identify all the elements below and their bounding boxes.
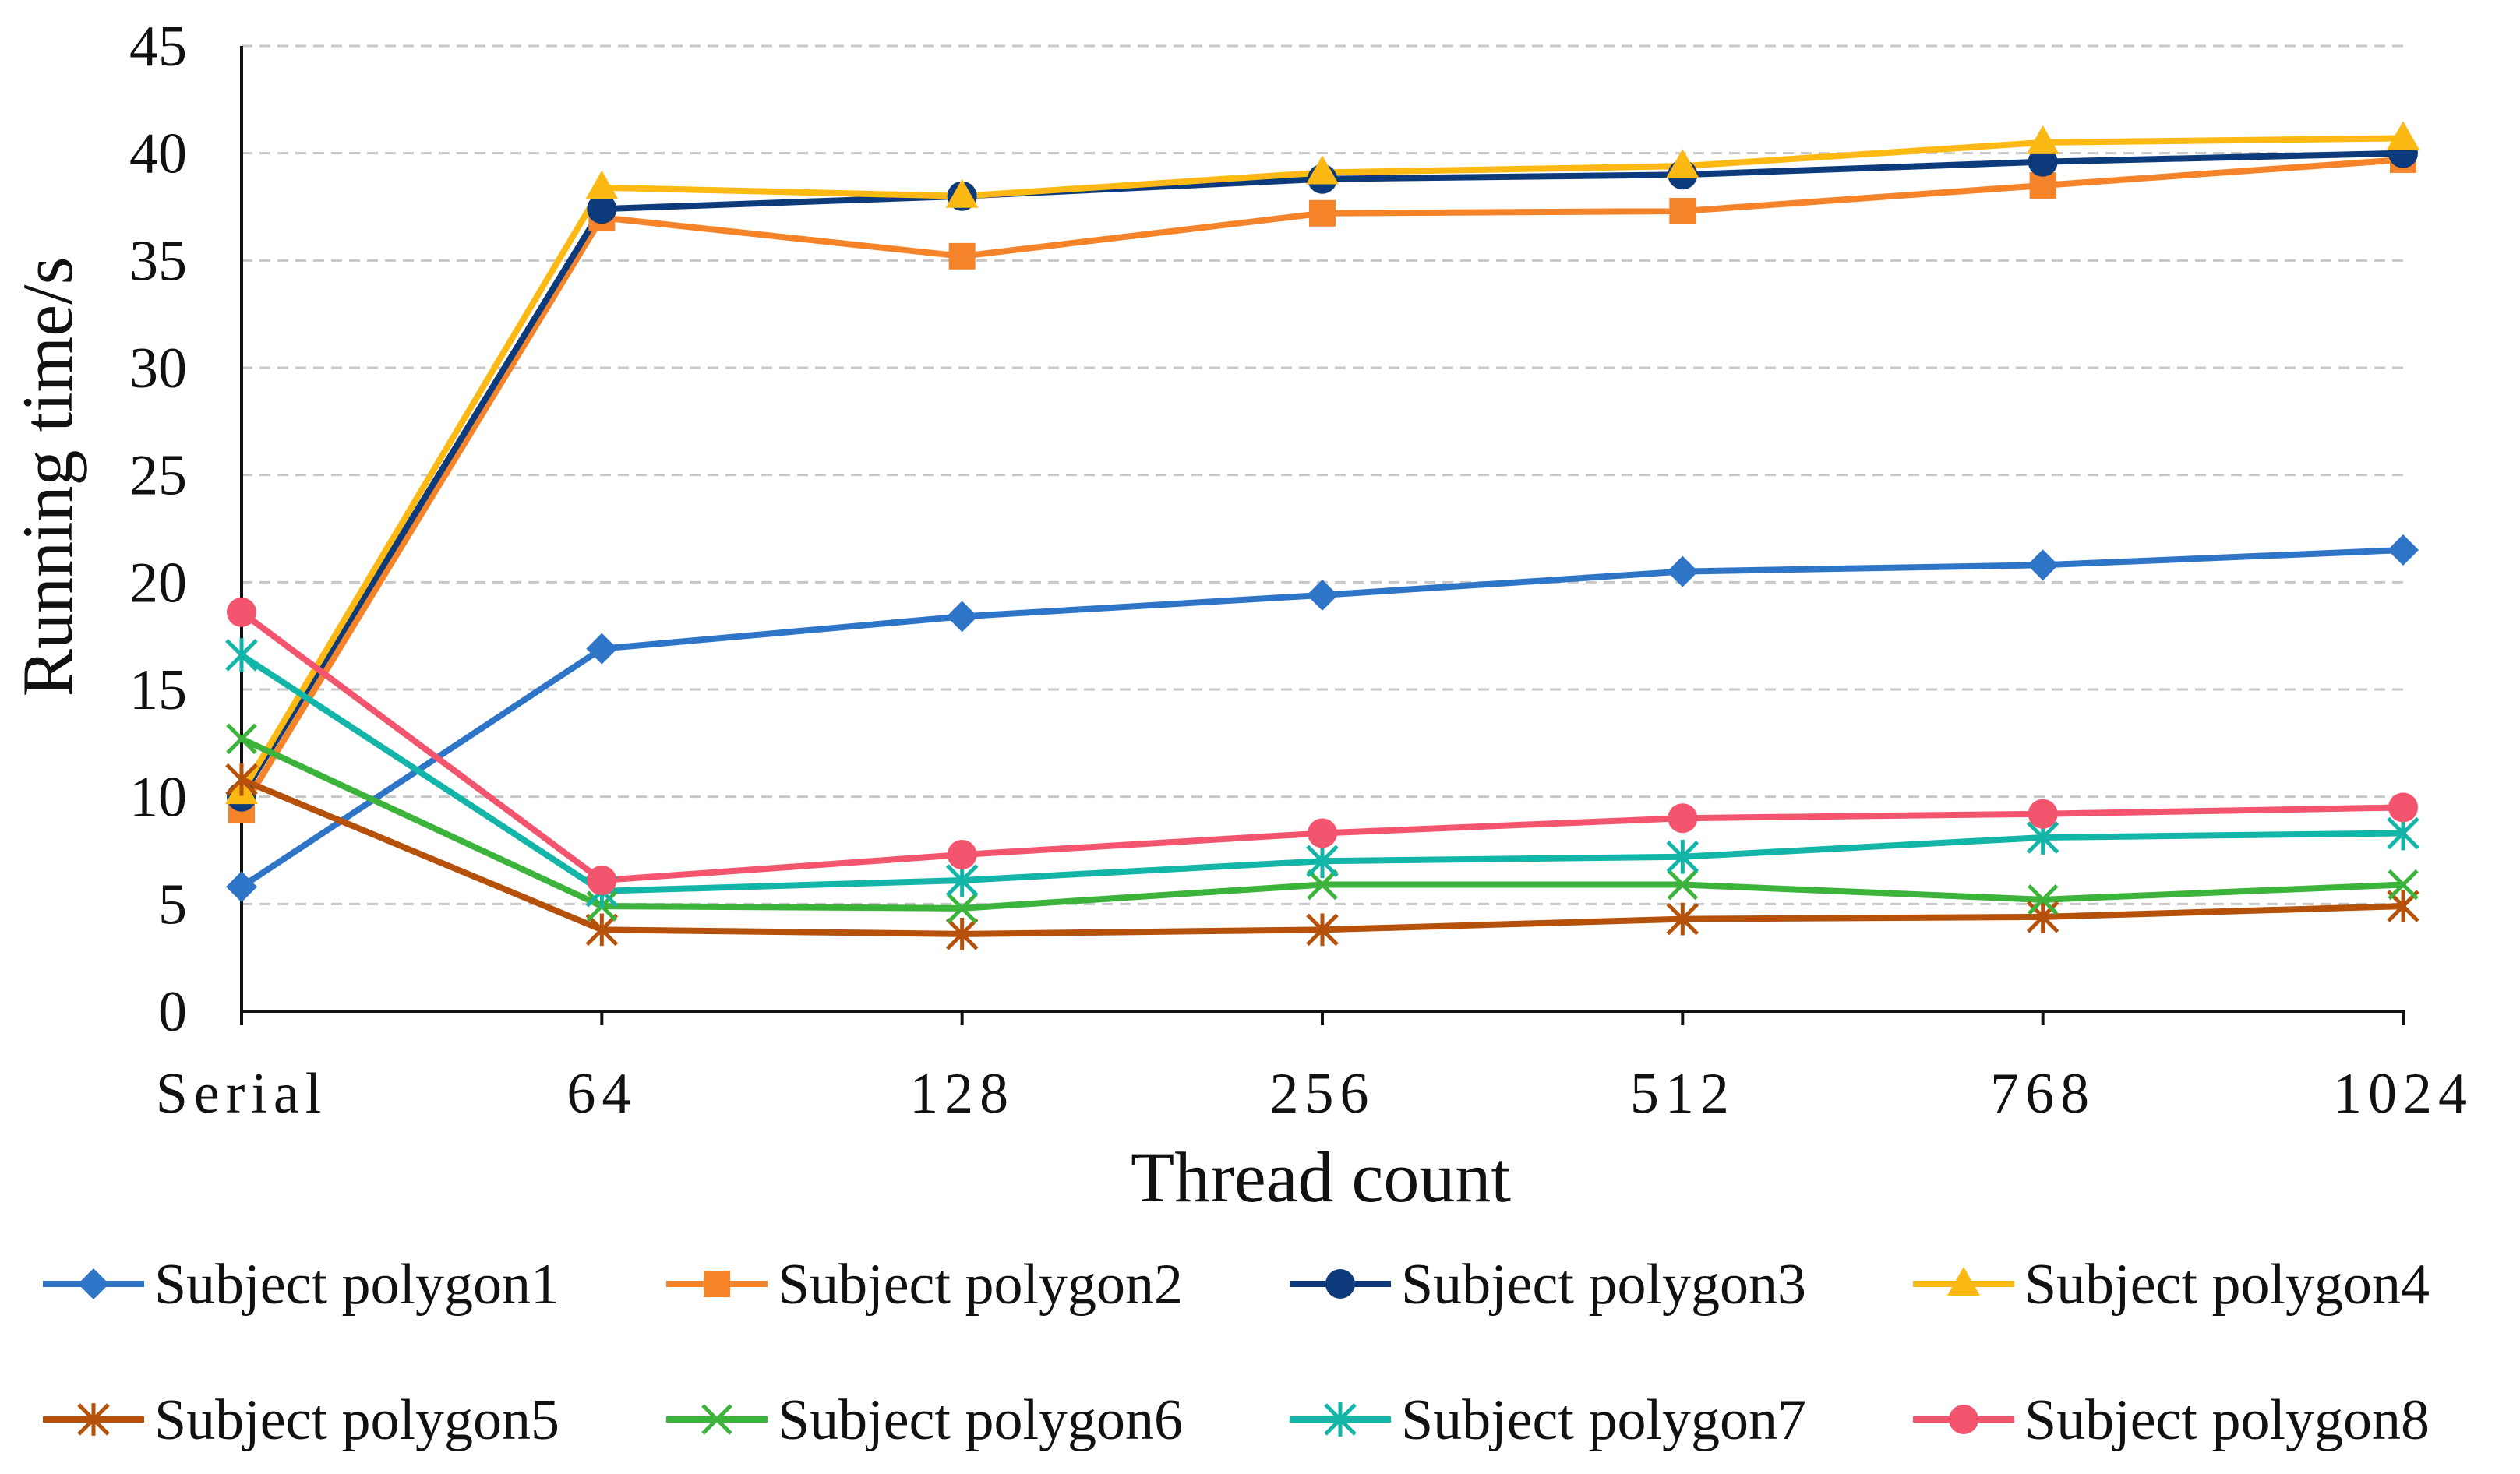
data-point-s1-6 — [2388, 534, 2419, 566]
data-point-s1-3 — [1307, 579, 1338, 611]
legend-swatch-marker — [1325, 1269, 1355, 1299]
x-tick-labels: Serial 64 128 256 512 768 1024 — [156, 1062, 2473, 1126]
data-point-s1-1 — [586, 633, 618, 665]
y-tick-label: 45 — [129, 15, 187, 79]
x-tick-label: 128 — [909, 1062, 1015, 1126]
data-point-s7-0 — [225, 638, 258, 672]
legend-swatch-marker — [1947, 1267, 1980, 1296]
series-lines — [238, 135, 2406, 937]
data-point-s6-6 — [2388, 869, 2419, 901]
series-line-4 — [238, 135, 2406, 796]
legend-swatch-marker — [1949, 1405, 1978, 1434]
data-point-s1-0 — [226, 871, 257, 903]
data-point-s1-2 — [946, 601, 978, 633]
data-point-s8-4 — [1668, 803, 1698, 834]
data-point-s5-2 — [945, 917, 979, 950]
data-point-s5-4 — [1666, 902, 1699, 936]
legend-label: Subject polygon4 — [2024, 1253, 2430, 1317]
legend-label: Subject polygon7 — [1401, 1388, 1806, 1452]
y-tick-label: 40 — [129, 122, 187, 186]
y-tick-label: 0 — [158, 980, 187, 1044]
legend-item: Subject polygon2 — [666, 1253, 1183, 1317]
y-axis-title: Running time/s — [8, 257, 87, 697]
y-tick-labels: 0 5 10 15 20 25 30 35 40 45 — [129, 15, 187, 1044]
x-tick-label: 256 — [1270, 1062, 1375, 1126]
legend-item: Subject polygon5 — [43, 1388, 559, 1452]
legend-item: Subject polygon4 — [1913, 1253, 2430, 1317]
y-tick-label: 35 — [129, 229, 187, 293]
data-point-s8-2 — [947, 840, 977, 870]
series-line-2 — [238, 156, 2406, 813]
legend-label: Subject polygon1 — [154, 1253, 559, 1317]
legend-swatch-marker — [701, 1404, 732, 1435]
data-point-s2-3 — [1309, 199, 1336, 227]
data-point-s2-4 — [1669, 198, 1696, 225]
data-point-s4-4 — [1666, 149, 1699, 178]
data-point-s4-6 — [2387, 121, 2419, 150]
data-point-s8-3 — [1308, 818, 1337, 848]
legend: Subject polygon1 Subject polygon2 Subject … — [43, 1253, 2430, 1452]
legend-label: Subject polygon3 — [1401, 1253, 1806, 1317]
legend-label: Subject polygon2 — [778, 1253, 1183, 1317]
legend-item: Subject polygon6 — [666, 1388, 1183, 1452]
legend-swatch-marker — [78, 1268, 109, 1299]
legend-item: Subject polygon1 — [43, 1253, 559, 1317]
data-point-s8-0 — [227, 597, 256, 627]
data-point-s6-3 — [1307, 869, 1338, 901]
data-point-s6-0 — [226, 723, 257, 755]
x-tick-label: Serial — [156, 1062, 328, 1126]
data-point-s1-4 — [1667, 555, 1699, 587]
y-tick-label: 20 — [129, 551, 187, 615]
x-tick-label: 1024 — [2333, 1062, 2473, 1126]
x-axis-title: Thread count — [1131, 1137, 1511, 1217]
data-point-s3-1 — [587, 194, 617, 224]
data-point-s4-5 — [2026, 125, 2059, 154]
y-tick-label: 5 — [158, 873, 187, 936]
data-point-s8-5 — [2028, 799, 2058, 829]
x-tick-label: 64 — [566, 1062, 637, 1126]
legend-item: Subject polygon8 — [1913, 1388, 2430, 1452]
series-markers — [225, 121, 2419, 950]
y-tick-label: 25 — [129, 444, 187, 508]
y-tick-label: 15 — [129, 658, 187, 722]
y-tick-label: 10 — [129, 766, 187, 830]
data-point-s5-3 — [1306, 913, 1339, 947]
data-point-s2-2 — [948, 242, 976, 270]
legend-swatch-marker — [704, 1271, 730, 1297]
data-point-s4-3 — [1306, 155, 1339, 185]
legend-label: Subject polygon8 — [2024, 1388, 2430, 1452]
legend-swatch-marker — [1324, 1402, 1357, 1437]
data-point-s4-2 — [945, 178, 979, 208]
data-point-s8-1 — [587, 866, 617, 896]
data-point-s6-4 — [1667, 869, 1699, 901]
x-tick-label: 768 — [1990, 1062, 2095, 1126]
data-point-s7-4 — [1666, 839, 1699, 874]
legend-label: Subject polygon5 — [154, 1388, 559, 1452]
data-point-s7-3 — [1306, 844, 1339, 879]
gridlines — [242, 44, 2403, 905]
data-point-s4-1 — [585, 170, 619, 199]
legend-item: Subject polygon3 — [1290, 1253, 1806, 1317]
data-point-s3-5 — [2028, 146, 2058, 177]
data-point-s5-1 — [585, 913, 619, 947]
legend-label: Subject polygon6 — [778, 1388, 1183, 1452]
axes — [240, 46, 2405, 1025]
data-point-s6-2 — [946, 893, 978, 924]
legend-swatch-marker — [77, 1403, 110, 1436]
legend-item: Subject polygon7 — [1290, 1388, 1806, 1452]
data-point-s6-5 — [2027, 884, 2059, 915]
data-point-s5-0 — [225, 763, 258, 796]
y-tick-label: 30 — [129, 337, 187, 400]
data-point-s8-6 — [2388, 792, 2418, 823]
x-tick-label: 512 — [1630, 1062, 1735, 1126]
data-point-s1-5 — [2027, 549, 2059, 581]
